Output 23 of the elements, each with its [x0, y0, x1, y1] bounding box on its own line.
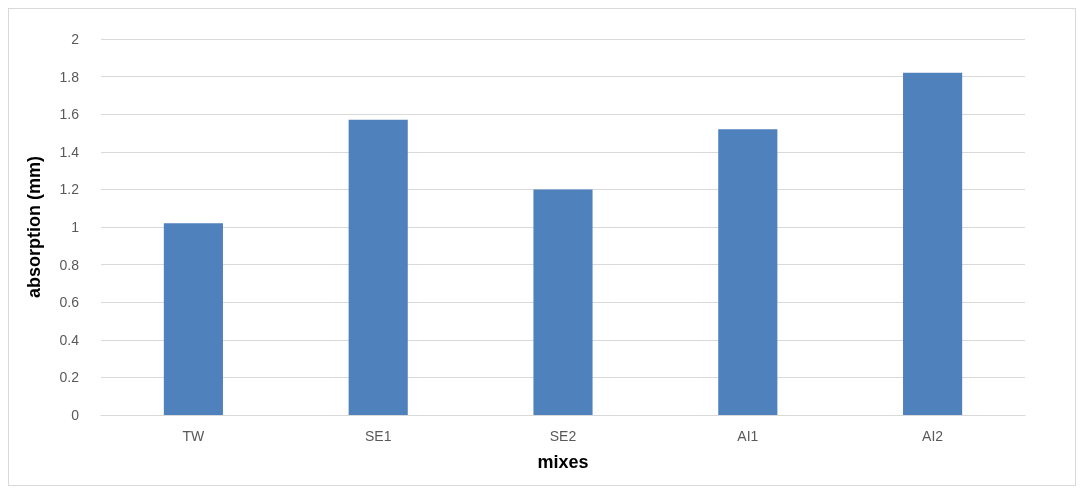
y-tick-label: 0.4	[59, 331, 80, 348]
y-tick-label: 1.2	[59, 181, 80, 198]
x-axis-title: mixes	[537, 452, 589, 472]
bar	[533, 189, 593, 415]
x-tick-label: SE1	[364, 428, 392, 444]
bar	[348, 119, 408, 415]
y-tick-label: 1.4	[59, 143, 80, 160]
bar	[903, 72, 963, 415]
y-tick-label: 0.6	[59, 294, 80, 311]
bar	[163, 223, 223, 415]
y-tick-label: 0.8	[59, 256, 80, 273]
y-tick-label: 0	[71, 407, 80, 423]
y-tick-label: 0.2	[59, 369, 80, 386]
x-tick-label: TW	[182, 428, 206, 444]
y-axis-title: absorption (mm)	[24, 156, 44, 298]
y-tick-label: 2	[71, 31, 80, 47]
x-tick-label: AI1	[737, 428, 759, 444]
y-tick-label: 1.6	[59, 106, 80, 123]
y-tick-label: 1	[71, 219, 80, 235]
y-tick-label: 1.8	[59, 68, 80, 85]
x-tick-label: SE2	[549, 428, 577, 444]
bar	[718, 129, 778, 415]
x-tick-label: AI2	[922, 428, 944, 444]
